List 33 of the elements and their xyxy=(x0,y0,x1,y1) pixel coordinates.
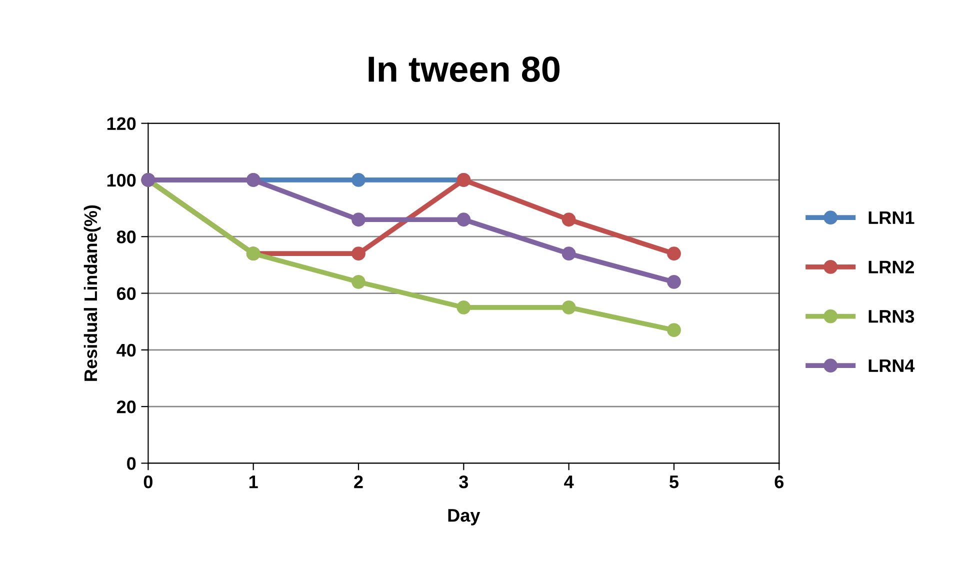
point xyxy=(667,323,681,338)
legend-label: LRN3 xyxy=(868,310,914,323)
point xyxy=(667,274,681,289)
y-tick-label: 100 xyxy=(107,174,136,187)
legend-label: LRN4 xyxy=(868,360,915,372)
x-tick-label: 5 xyxy=(670,476,678,488)
y-tick-label: 80 xyxy=(116,230,136,244)
legend-label: LRN1 xyxy=(868,212,914,224)
x-axis-title: Day xyxy=(448,509,480,526)
y-tick-label: 60 xyxy=(116,287,136,300)
point xyxy=(352,274,366,289)
y-tick-label: 0 xyxy=(127,457,136,470)
x-tick-label: 4 xyxy=(564,476,574,488)
chart-title: In tween 80 xyxy=(368,56,560,82)
point xyxy=(562,300,576,314)
point xyxy=(562,246,576,261)
point xyxy=(667,246,681,261)
y-tick-label: 40 xyxy=(116,344,136,357)
point xyxy=(456,212,471,227)
point xyxy=(562,212,576,227)
x-tick-label: 3 xyxy=(459,475,468,488)
x-tick-label: 6 xyxy=(774,475,784,488)
x-tick-label: 2 xyxy=(354,475,363,488)
legend-label: LRN2 xyxy=(868,260,914,274)
y-tick-label: 120 xyxy=(107,117,136,130)
point xyxy=(456,300,471,314)
point xyxy=(352,173,366,187)
point xyxy=(352,246,366,261)
point xyxy=(352,212,366,227)
x-tick-label: 0 xyxy=(144,475,152,488)
x-tick-label: 1 xyxy=(249,476,258,488)
y-tick-label: 20 xyxy=(116,400,136,414)
y-axis-title: Residual Lindane(%) xyxy=(84,205,101,381)
